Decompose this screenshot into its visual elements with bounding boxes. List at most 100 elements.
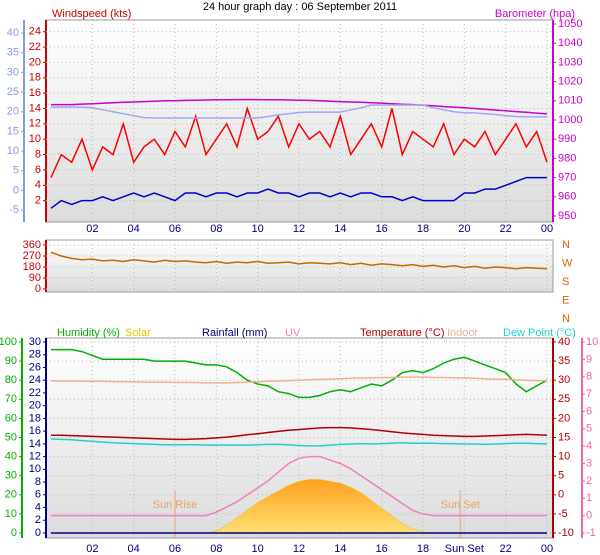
x-tick-label: 00 [541,223,553,235]
y-tick-label: 1000 [558,114,582,126]
y-tick-label: 25 [7,86,19,98]
y-tick-label: 6 [35,489,41,501]
y-tick-label: 50 [5,431,17,443]
series-line [51,376,547,384]
y-tick-label: 10 [29,133,41,145]
y-tick-label: 8 [35,476,41,488]
y-tick-label: 90 [29,272,41,284]
y-tick-label: 40 [558,336,570,348]
y-tick-label: 10 [5,508,17,520]
series-line [50,251,548,270]
y-tick-label: 14 [29,438,41,450]
x-tick-label: Sun Set [445,543,484,555]
y-tick-label: 0 [13,184,19,196]
series-line [51,455,547,517]
legend-entry: Indoor [447,327,479,339]
annotation: Sun Set [441,499,480,511]
y-tick-label: -5 [558,508,568,520]
legend-entry: Solar [125,327,151,339]
y-tick-label: 980 [558,152,576,164]
annotation: Sun Rise [153,499,198,511]
y-tick-label: 16 [29,425,41,437]
y-tick-label: 10 [29,463,41,475]
x-tick-label: 22 [500,543,512,555]
x-tick-label: 04 [128,223,140,235]
chart-title: 24 hour graph day : 06 September 2011 [203,1,397,13]
y-tick-label: 30 [7,66,19,78]
y-tick-label: 990 [558,133,576,145]
y-tick-label: 4 [35,501,41,513]
x-tick-label: 02 [86,543,98,555]
y-tick-label: 25 [558,393,570,405]
x-tick-label: 06 [169,543,181,555]
y-tick-label: 1050 [558,18,582,30]
y-tick-label: 80 [5,374,17,386]
x-tick-label: 16 [376,543,388,555]
y-tick-label: 70 [5,393,17,405]
y-tick-label: 35 [7,47,19,59]
y-tick-label: 24 [29,374,41,386]
y-tick-label: 180 [23,261,41,273]
y-tick-label: 0 [35,283,41,295]
y-tick-label: 22 [29,41,41,53]
y-tick-label: 9 [586,353,592,365]
y-tick-label: 12 [29,118,41,130]
y-tick-label: 18 [29,72,41,84]
y-tick-label: 18 [29,412,41,424]
y-tick-label: 10 [7,145,19,157]
legend-entry: Temperature (°C) [360,327,444,339]
y-tick-label: 22 [29,387,41,399]
x-tick-label: 00 [541,543,553,555]
x-tick-label: 18 [417,543,429,555]
y-tick-label: 1020 [558,76,582,88]
y-tick-label: 6 [586,405,592,417]
y-tick-label: 950 [558,210,576,222]
y-tick-label: 15 [7,125,19,137]
y-tick-label: 30 [29,336,41,348]
y-tick-label: 10 [558,451,570,463]
y-tick-label: -5 [9,204,19,216]
y-tick-label: 360 [23,239,41,251]
y-tick-label: 8 [586,371,592,383]
x-tick-label: 14 [334,543,346,555]
y-tick-label: 5 [13,165,19,177]
legend-entry: Dew Point (°C) [503,327,576,339]
series-line [50,176,547,209]
y-tick-label: 20 [558,412,570,424]
y-tick-label: 4 [586,440,592,452]
x-tick-label: 18 [417,223,429,235]
x-tick-label: 14 [334,223,346,235]
y-tick-label: 5 [558,470,564,482]
y-tick-label: 4 [35,179,41,191]
y-tick-label: 100 [0,336,17,348]
y2-axis-title: Barometer (hpa) [495,8,575,20]
compass-label: W [562,257,573,269]
compass-label: N [562,313,570,325]
y-tick-label: 20 [29,400,41,412]
x-tick-label: 12 [293,223,305,235]
y-tick-label: 6 [35,164,41,176]
series-line [50,438,548,447]
y-tick-label: -1 [586,527,596,539]
y-tick-label: 90 [5,355,17,367]
y-tick-label: 8 [35,148,41,160]
y-tick-label: 30 [558,374,570,386]
y-tick-label: 7 [586,388,592,400]
series-line [51,426,548,441]
legend-entry: Rainfall (mm) [202,327,267,339]
y-tick-label: 1040 [558,37,582,49]
y-tick-label: 3 [586,457,592,469]
y-tick-label: 60 [5,412,17,424]
y-tick-label: 970 [558,172,576,184]
x-tick-label: 10 [252,543,264,555]
series-line [51,98,548,115]
y-tick-label: 40 [7,27,19,39]
y-tick-label: 0 [11,527,17,539]
y-tick-label: 15 [558,431,570,443]
x-tick-label: 16 [376,223,388,235]
x-tick-label: 06 [169,223,181,235]
legend-entry: Humidity (%) [57,327,120,339]
y-tick-label: 1030 [558,56,582,68]
y-tick-label: 0 [558,489,564,501]
x-tick-label: 10 [252,223,264,235]
